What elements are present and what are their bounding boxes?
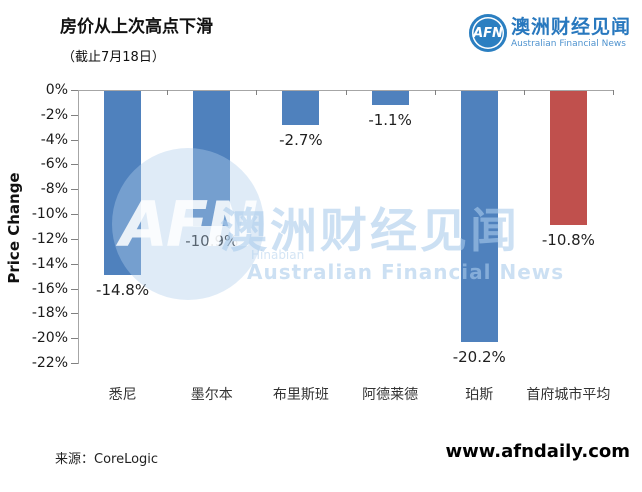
y-tick-label: -20% (31, 330, 68, 347)
watermark-sub-text: Hinabian (251, 248, 305, 262)
y-tick-label: -16% (31, 280, 68, 297)
y-tick-label: -4% (40, 131, 68, 148)
x-axis-tick (256, 90, 258, 95)
bar-0 (104, 91, 142, 275)
y-tick-label: -2% (40, 106, 68, 123)
bar-3 (371, 91, 409, 105)
website-url: www.afndaily.com (445, 441, 630, 462)
bar-value-label-0: -14.8% (96, 280, 150, 299)
x-axis-tick (613, 90, 614, 95)
category-label-0: 悉尼 (108, 387, 137, 403)
afn-logo-icon: AFN (469, 14, 507, 52)
category-label-3: 阿德莱德 (362, 387, 419, 403)
x-axis-tick (345, 90, 347, 95)
y-tick-label: 0% (45, 82, 68, 98)
bar-value-label-1: -10.9% (185, 232, 239, 251)
y-axis-tick (71, 139, 78, 141)
afn-logo-text: 澳洲财经见闻 Australian Financial News (511, 17, 631, 49)
y-axis-tick (71, 189, 78, 191)
category-label-4: 珀斯 (465, 387, 494, 403)
x-axis-tick (523, 90, 525, 95)
chart-subtitle: （截止7月18日） (62, 50, 165, 65)
bar-value-label-4: -20.2% (452, 347, 506, 366)
bar-value-label-5: -10.8% (541, 231, 595, 250)
bar-5 (549, 91, 587, 226)
y-axis-tick (71, 288, 78, 290)
bar-1 (193, 91, 231, 227)
y-tick-label: -22% (31, 355, 68, 371)
y-axis-tick (71, 214, 78, 216)
y-axis-line (78, 90, 79, 364)
logo-name-cn: 澳洲财经见闻 (511, 16, 632, 39)
y-axis-tick (71, 164, 78, 166)
y-tick-label: -6% (40, 156, 68, 173)
bar-value-label-2: -2.7% (279, 130, 323, 149)
category-label-5: 首府城市平均 (526, 387, 611, 403)
y-axis-tick (71, 363, 78, 364)
y-axis-tick (71, 90, 78, 91)
y-tick-label: -8% (40, 181, 68, 198)
bar-2 (282, 91, 320, 125)
logo-name-en: Australian Financial News (511, 38, 626, 49)
watermark-en-text: Australian Financial News (247, 260, 565, 284)
y-tick-label: -10% (31, 206, 68, 223)
y-axis-tick (71, 313, 78, 315)
y-axis-tick (71, 114, 78, 116)
y-tick-label: -14% (31, 255, 68, 272)
y-axis-tick (71, 263, 78, 265)
afn-logo: AFN 澳洲财经见闻 Australian Financial News (469, 14, 631, 52)
x-axis-tick (167, 90, 169, 95)
y-tick-label: -18% (31, 305, 68, 322)
category-label-1: 墨尔本 (190, 387, 233, 403)
y-axis-title: Price Change (5, 172, 23, 284)
bar-4 (460, 91, 498, 342)
bar-value-label-3: -1.1% (368, 110, 412, 129)
y-tick-label: -12% (31, 230, 68, 247)
source-note: 来源：CoreLogic (55, 452, 159, 467)
chart-title: 房价从上次高点下滑 (60, 17, 213, 37)
y-axis-tick (71, 238, 78, 240)
y-axis-tick (71, 338, 78, 340)
x-axis-tick (434, 90, 436, 95)
category-label-2: 布里斯班 (272, 387, 329, 403)
